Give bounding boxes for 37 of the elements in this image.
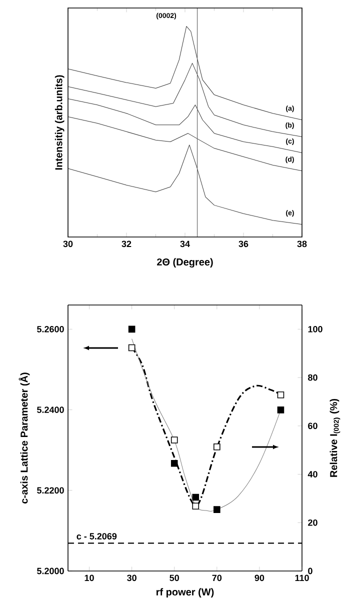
x-tick-label: 32 (121, 240, 131, 248)
x-axis-title: rf power (W) (156, 588, 214, 598)
x-tick-label: 90 (254, 574, 264, 582)
ref-line-label: c - 5.2069 (76, 533, 116, 540)
point (213, 506, 220, 513)
x-axis-title: 2Θ (Degree) (156, 258, 213, 268)
point (192, 494, 199, 501)
y2-tick-label: 0 (308, 568, 312, 574)
y-tick-label: 5.2200 (36, 487, 64, 494)
x-tick-label: 50 (169, 574, 179, 582)
point (213, 443, 220, 450)
x-tick-label: 30 (62, 240, 72, 248)
y2-tick-label: 80 (308, 374, 318, 381)
point (128, 344, 135, 352)
y2-tick-label: 60 (308, 422, 318, 430)
y2-tick-label: 40 (308, 471, 318, 478)
y-tick-label: 5.2600 (36, 326, 64, 332)
y-axis-title: c-axis Lattice Parameter (Å) (18, 372, 30, 504)
x-tick-label: 30 (126, 574, 136, 582)
y-tick-label: 5.2400 (36, 406, 64, 413)
y-tick-label: 5.2000 (36, 568, 64, 574)
point (170, 460, 178, 467)
x-tick-label: 10 (84, 574, 94, 582)
y-axis-title: Intensitiy (arb.units) (54, 75, 64, 170)
y2-tick-label: 100 (308, 326, 322, 332)
x-tick-label: 70 (212, 574, 222, 582)
point (128, 326, 135, 333)
point (170, 436, 178, 444)
x-tick-label: 110 (295, 574, 309, 582)
point (277, 391, 284, 398)
x-tick-label: 34 (180, 240, 190, 248)
y2-tick-label: 20 (308, 519, 318, 526)
x-tick-label: 38 (296, 240, 306, 248)
point (192, 502, 199, 510)
x-tick-label: 36 (238, 240, 248, 248)
point (277, 406, 284, 414)
y2-axis-title: Relative I$_{(002)}$ (%) (330, 398, 340, 477)
